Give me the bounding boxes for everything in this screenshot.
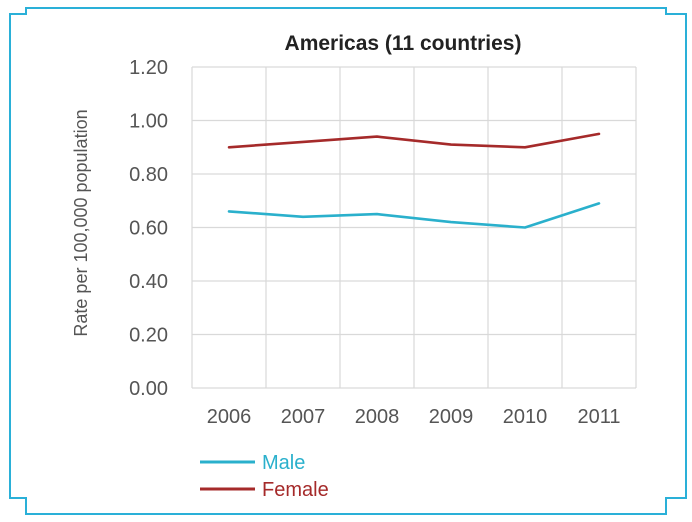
y-tick-label: 0.80 bbox=[129, 164, 168, 186]
series-line-female bbox=[227, 132, 601, 149]
y-tick-label: 1.20 bbox=[129, 57, 168, 79]
y-tick-label: 0.00 bbox=[129, 378, 168, 400]
x-tick-label: 2011 bbox=[577, 406, 620, 428]
legend-label: Female bbox=[262, 479, 329, 501]
chart-title: Americas (11 countries) bbox=[285, 32, 522, 55]
y-axis-label: Rate per 100,000 population bbox=[71, 109, 91, 336]
x-tick-label: 2009 bbox=[429, 406, 474, 428]
y-tick-label: 0.60 bbox=[129, 218, 168, 240]
x-tick-label: 2010 bbox=[503, 406, 548, 428]
y-tick-labels: 0.00 0.20 0.40 0.60 0.80 1.00 1.20 bbox=[129, 57, 168, 400]
frame-border bbox=[9, 7, 687, 515]
series-line-male bbox=[227, 202, 601, 229]
x-tick-label: 2006 bbox=[207, 406, 252, 428]
legend-label: Male bbox=[262, 452, 305, 474]
legend: Male Female bbox=[200, 452, 329, 501]
x-tick-label: 2007 bbox=[281, 406, 326, 428]
y-tick-label: 0.20 bbox=[129, 325, 168, 347]
legend-item-male: Male bbox=[200, 452, 305, 474]
x-tick-label: 2008 bbox=[355, 406, 400, 428]
series-lines bbox=[227, 132, 601, 229]
gridlines bbox=[191, 66, 637, 389]
legend-item-female: Female bbox=[200, 479, 329, 501]
y-tick-label: 1.00 bbox=[129, 111, 168, 133]
x-tick-labels: 2006 2007 2008 2009 2010 2011 bbox=[207, 406, 621, 428]
y-tick-label: 0.40 bbox=[129, 271, 168, 293]
